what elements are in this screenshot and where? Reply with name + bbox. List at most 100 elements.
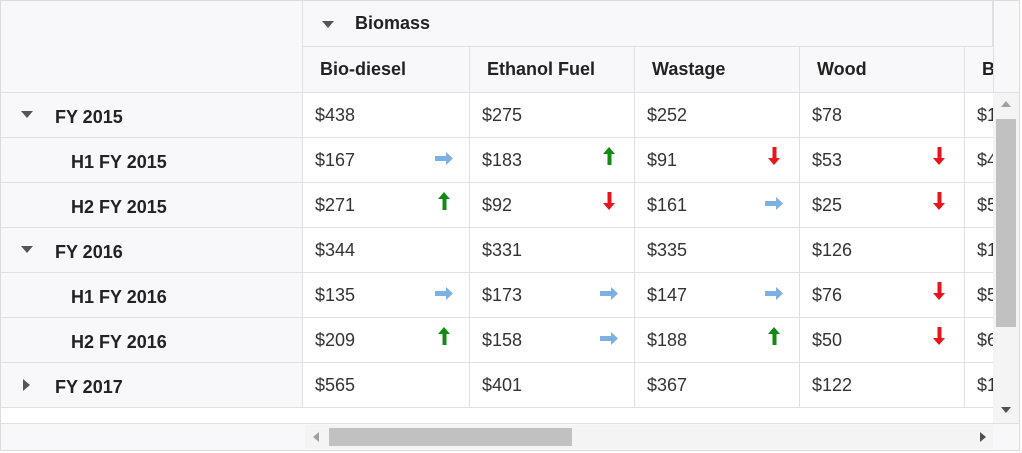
value-pane: Biomass Bio-diesel Ethanol Fuel Wastage Woo…: [303, 1, 993, 423]
cell-value: $331: [482, 239, 523, 260]
trend-icon: [768, 147, 780, 165]
horizontal-scrollbar[interactable]: [305, 425, 993, 449]
value-cell: $183: [470, 138, 635, 183]
value-cell: $565: [303, 363, 470, 408]
value-cell: $331: [470, 228, 635, 273]
value-cell: $1: [965, 363, 993, 408]
value-cell: $167: [303, 138, 470, 183]
scroll-thumb[interactable]: [329, 428, 572, 446]
value-cell: $344: [303, 228, 470, 273]
column-header[interactable]: B: [965, 47, 993, 93]
row-label: H2 FY 2016: [71, 331, 167, 352]
row-label: FY 2017: [55, 376, 123, 397]
value-cell: $91: [635, 138, 800, 183]
row-header[interactable]: FY 2016: [1, 228, 303, 273]
corner-header: [1, 1, 303, 93]
scroll-down[interactable]: [1000, 405, 1012, 415]
column-header[interactable]: Wood: [800, 47, 965, 93]
expand-icon[interactable]: [20, 378, 34, 392]
value-cell: $122: [800, 363, 965, 408]
value-cell: $6: [965, 318, 993, 363]
row-header: H2 FY 2015: [1, 183, 303, 228]
trend-icon: [933, 147, 945, 165]
trend-icon: [933, 282, 945, 300]
trend-icon: [435, 287, 453, 300]
trend-icon: [768, 327, 780, 345]
cell-value: $183: [482, 149, 523, 170]
cell-value: $167: [315, 149, 356, 170]
value-cell: $1: [965, 228, 993, 273]
cell-value: $271: [315, 194, 356, 215]
row-header[interactable]: FY 2015: [1, 93, 303, 138]
trend-icon: [438, 192, 450, 210]
cell-value: $367: [647, 374, 688, 395]
cell-value: $76: [812, 284, 843, 305]
vertical-scrollbar[interactable]: [993, 93, 1019, 423]
row-label: H1 FY 2016: [71, 286, 167, 307]
cell-value: $1: [977, 374, 993, 395]
column-header[interactable]: Wastage: [635, 47, 800, 93]
cell-value: $50: [812, 329, 843, 350]
value-cell: $78: [800, 93, 965, 138]
value-cell: $209: [303, 318, 470, 363]
cell-value: $188: [647, 329, 688, 350]
value-cell: $126: [800, 228, 965, 273]
trend-icon: [438, 327, 450, 345]
value-cell: $275: [470, 93, 635, 138]
trend-icon: [603, 147, 615, 165]
scroll-up[interactable]: [1000, 99, 1012, 109]
cell-value: $53: [812, 149, 843, 170]
trend-icon: [933, 192, 945, 210]
cell-value: $1: [977, 104, 993, 125]
value-cell: $188: [635, 318, 800, 363]
cell-value: $122: [812, 374, 853, 395]
column-header[interactable]: Ethanol Fuel: [470, 47, 635, 93]
cell-value: $173: [482, 284, 523, 305]
trend-icon: [435, 152, 453, 165]
scroll-corner: [993, 1, 1019, 93]
collapse-icon[interactable]: [20, 243, 34, 257]
row-header: H2 FY 2016: [1, 318, 303, 363]
row-header: H1 FY 2016: [1, 273, 303, 318]
trend-icon: [933, 327, 945, 345]
value-cell: $50: [800, 318, 965, 363]
row-label: FY 2015: [55, 106, 123, 127]
trend-icon: [765, 197, 783, 210]
value-cell: $335: [635, 228, 800, 273]
column-header[interactable]: Bio-diesel: [303, 47, 470, 93]
cell-value: $344: [315, 239, 356, 260]
cell-value: $275: [482, 104, 523, 125]
value-cell: $367: [635, 363, 800, 408]
trend-icon: [600, 287, 618, 300]
cell-value: $158: [482, 329, 523, 350]
value-cell: $53: [800, 138, 965, 183]
value-cell: $147: [635, 273, 800, 318]
value-cell: $4: [965, 138, 993, 183]
cell-value: $92: [482, 194, 513, 215]
value-cell: $5: [965, 183, 993, 228]
cell-value: $147: [647, 284, 688, 305]
trend-icon: [600, 332, 618, 345]
collapse-icon[interactable]: [20, 108, 34, 122]
scroll-right[interactable]: [978, 431, 988, 443]
cell-value: $25: [812, 194, 843, 215]
trend-icon: [765, 287, 783, 300]
value-cell: $252: [635, 93, 800, 138]
collapse-icon[interactable]: [321, 19, 335, 29]
row-headers: FY 2015 H1 FY 2015 H2 FY 2015 FY 2016 H1 FY …: [1, 93, 303, 423]
scroll-thumb[interactable]: [996, 119, 1016, 327]
cell-value: $6: [977, 329, 993, 350]
row-header[interactable]: FY 2017: [1, 363, 303, 408]
scroll-left[interactable]: [311, 431, 321, 443]
value-cell: $401: [470, 363, 635, 408]
cell-value: $1: [977, 239, 993, 260]
row-label: H1 FY 2015: [71, 151, 167, 172]
cell-value: $335: [647, 239, 688, 260]
value-cell: $1: [965, 93, 993, 138]
value-cell: $438: [303, 93, 470, 138]
trend-icon: [603, 192, 615, 210]
group-header[interactable]: Biomass: [303, 1, 993, 47]
cell-value: $5: [977, 284, 993, 305]
row-label: H2 FY 2015: [71, 196, 167, 217]
